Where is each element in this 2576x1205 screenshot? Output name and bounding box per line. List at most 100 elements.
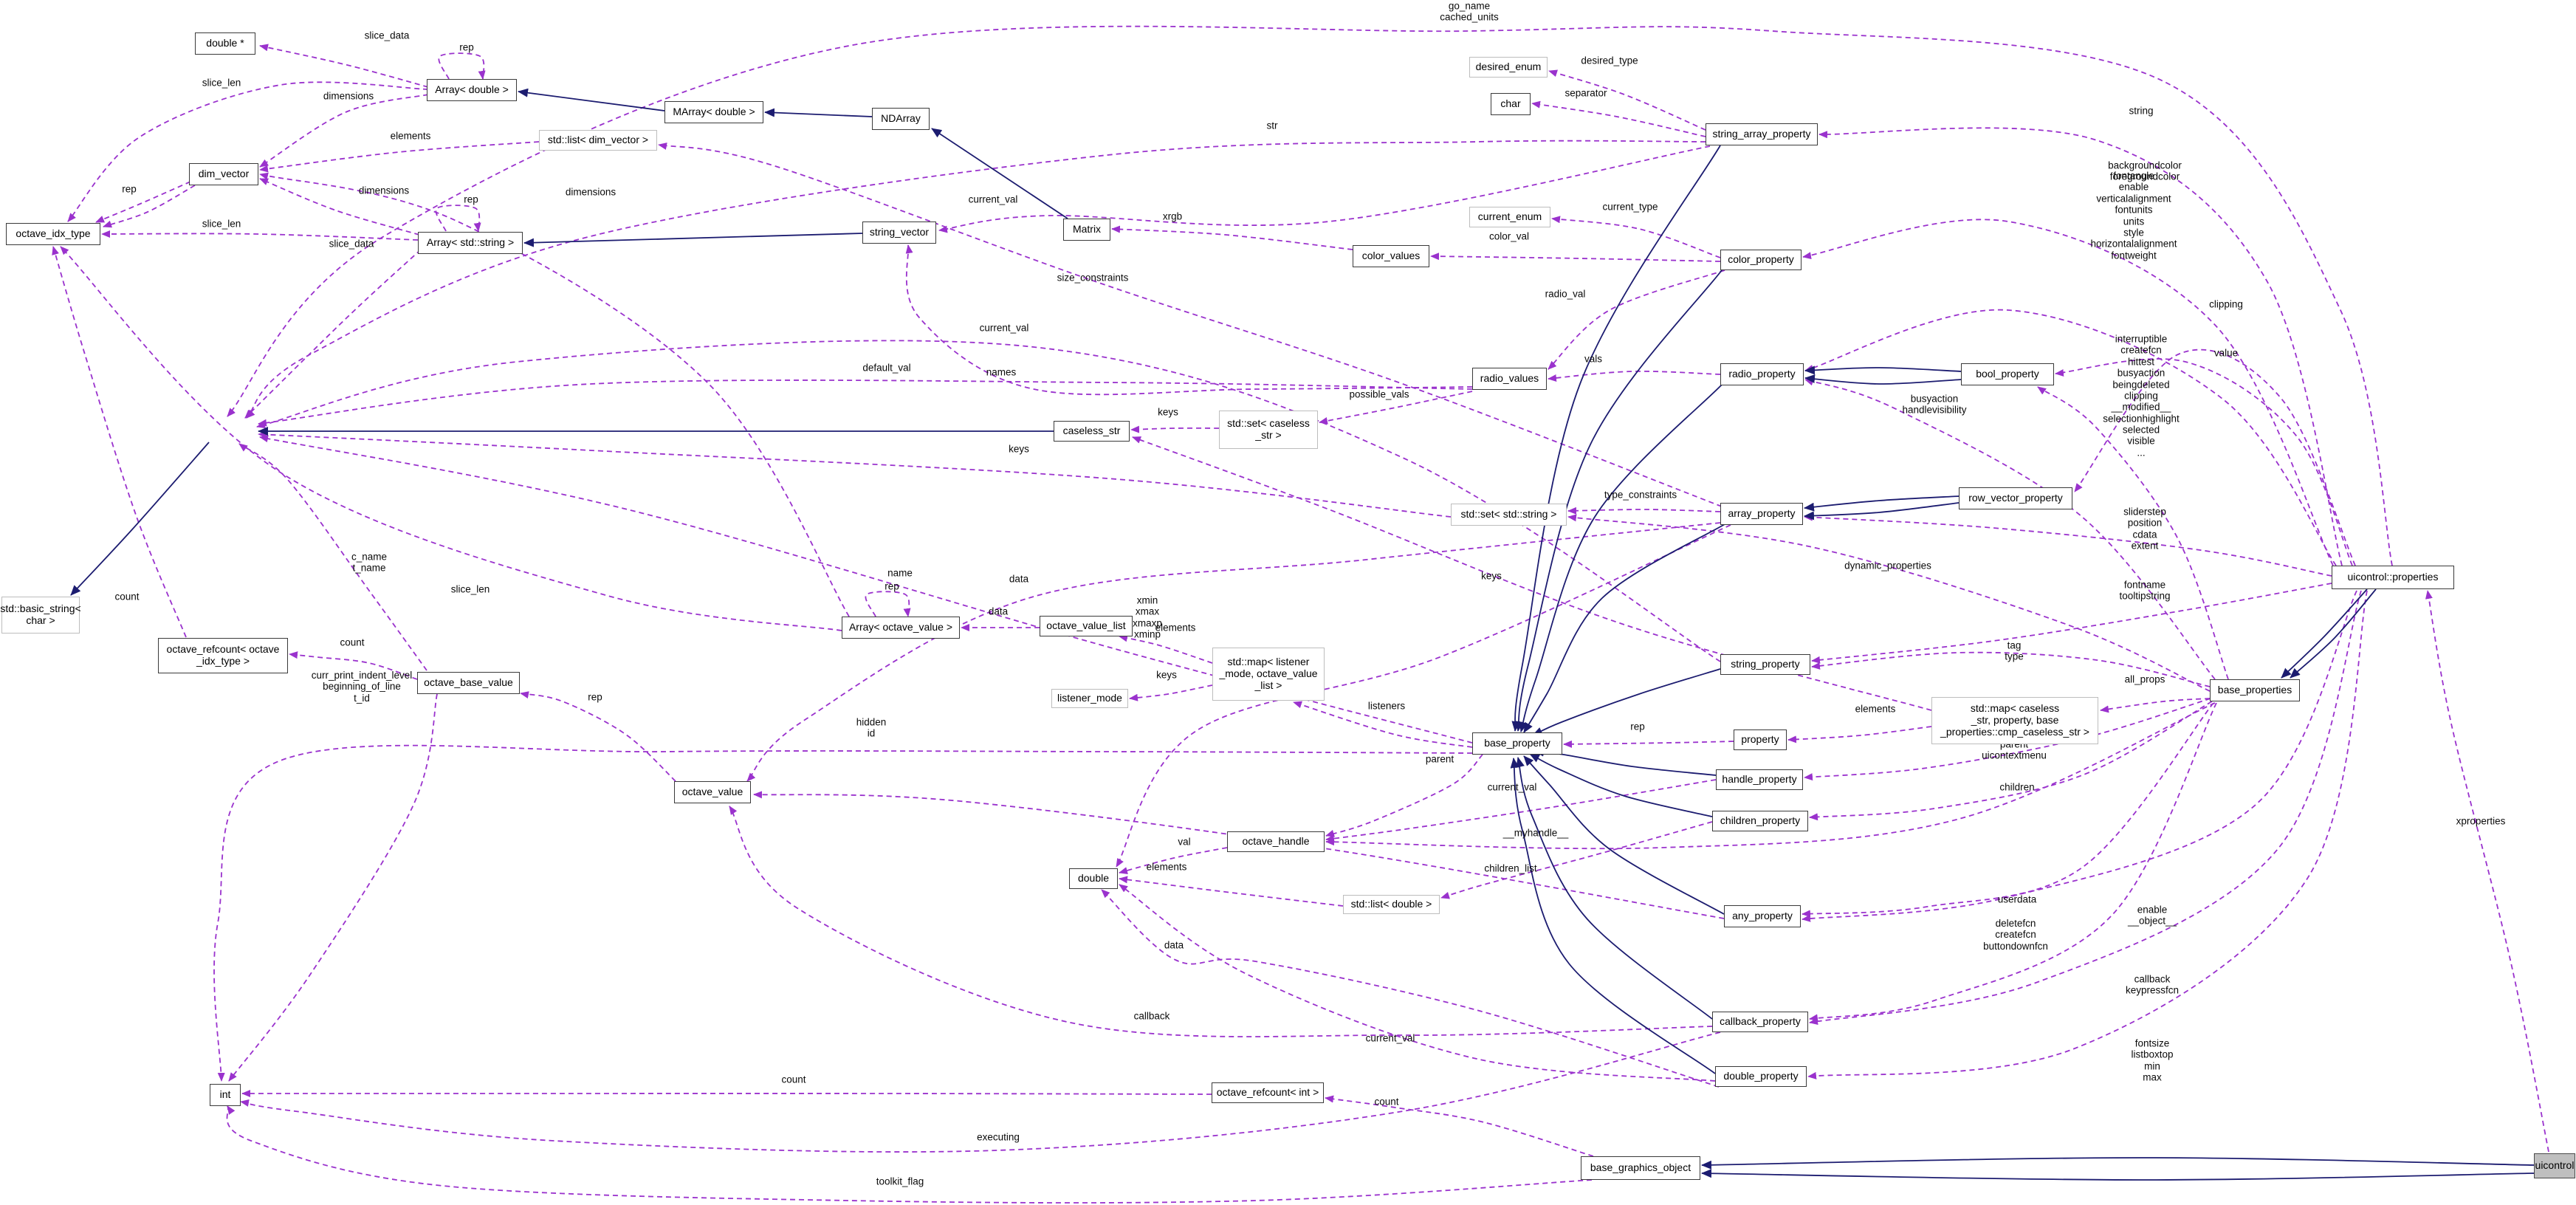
edge-color_property-color_values — [1430, 253, 1721, 262]
node-char[interactable]: char — [1491, 93, 1531, 115]
node-array_string[interactable]: Array< std::string > — [418, 232, 523, 254]
edge-map_caseless-property — [1787, 726, 1932, 744]
node-basic_string[interactable]: std::basic_string< char > — [0, 597, 81, 634]
edge-label-color_property-current_enum: current_type — [1602, 201, 1658, 213]
edge-label-children_property-list_double: children_list — [1484, 862, 1537, 874]
node-current_enum[interactable]: current_enum — [1469, 207, 1550, 227]
node-set_caseless[interactable]: std::set< caseless _str > — [1219, 411, 1318, 449]
node-children_property[interactable]: children_property — [1712, 811, 1808, 831]
edge-label-array_double-octave_idx_type: slice_len — [202, 77, 241, 89]
node-color_property[interactable]: color_property — [1720, 250, 1802, 270]
edge-string_array_property-char — [1531, 100, 1706, 137]
node-row_vector_property[interactable]: row_vector_property — [1959, 487, 2072, 509]
node-callback_property[interactable]: callback_property — [1712, 1012, 1808, 1032]
node-any_property[interactable]: any_property — [1724, 905, 1801, 927]
edge-uicontrol-base_graphics_object — [1701, 1169, 2535, 1181]
edge-ndarray-marray_double — [764, 108, 873, 117]
node-refcount_idx[interactable]: octave_refcount< octave _idx_type > — [158, 638, 288, 673]
node-string_vector[interactable]: string_vector — [862, 222, 936, 244]
node-map_caseless[interactable]: std::map< caseless _str, property, base … — [1931, 697, 2098, 744]
edge-array_property-set_string — [1567, 507, 1721, 515]
edge-label-base_properties-set_string: dynamic_properties — [1844, 560, 1931, 571]
node-dim_vector[interactable]: dim_vector — [189, 163, 258, 185]
node-octave_handle[interactable]: octave_handle — [1227, 831, 1325, 852]
edge-label-set_caseless-caseless_str: keys — [1158, 406, 1178, 418]
node-marray_double[interactable]: MArray< double > — [664, 101, 763, 123]
edge-array_string-std_string — [244, 249, 422, 419]
node-bool_property[interactable]: bool_property — [1961, 363, 2054, 385]
node-matrix[interactable]: Matrix — [1063, 219, 1110, 241]
node-string_property[interactable]: string_property — [1720, 654, 1810, 675]
node-int[interactable]: int — [210, 1084, 241, 1106]
node-handle_property[interactable]: handle_property — [1716, 769, 1803, 790]
node-radio_values[interactable]: radio_values — [1472, 368, 1547, 390]
edge-label-base_properties-string_property: tag type — [2005, 639, 2024, 662]
edge-uicontrol_properties-string_property — [1811, 583, 2332, 664]
node-double_property[interactable]: double_property — [1715, 1066, 1807, 1087]
edge-label-array_property-octave_value: data — [1009, 573, 1029, 585]
edge-label-uicontrol_properties-array_property: sliderstep position cdata extent — [2123, 506, 2166, 552]
edge-label-array_string-octave_idx_type: slice_len — [202, 218, 241, 230]
node-color_values[interactable]: color_values — [1353, 245, 1429, 267]
node-refcount_int[interactable]: octave_refcount< int > — [1212, 1082, 1324, 1103]
edge-label-string_array_property-char: separator — [1565, 87, 1607, 99]
edge-label-refcount_idx-octave_idx_type: count — [114, 591, 140, 602]
edge-array_string-dim_vector — [259, 178, 420, 236]
edge-label-callback_property-int: executing — [977, 1131, 1020, 1143]
edge-std_string-basic_string — [70, 442, 210, 596]
edge-octave_base_value-std_string — [238, 443, 427, 671]
edge-label-map_caseless-caseless_str: keys — [1481, 570, 1502, 582]
edge-label-string_property-std_string: current_val — [979, 322, 1029, 334]
node-uicontrol_properties[interactable]: uicontrol::properties — [2332, 566, 2454, 589]
edge-label-radio_values-std_string: default_val — [862, 362, 911, 374]
node-radio_property[interactable]: radio_property — [1720, 363, 1804, 385]
node-set_string[interactable]: std::set< std::string > — [1451, 504, 1567, 526]
node-caseless_str[interactable]: caseless_str — [1054, 421, 1130, 442]
node-base_properties[interactable]: base_properties — [2210, 679, 2300, 701]
node-base_property[interactable]: base_property — [1472, 732, 1562, 755]
node-array_property[interactable]: array_property — [1720, 503, 1803, 525]
edge-label-uicontrol_properties-string_array_property: string — [2129, 105, 2154, 117]
edge-label-any_property-octave_value: current_val — [1487, 781, 1537, 793]
edge-uicontrol_properties-radio_property — [1804, 309, 2337, 566]
edge-label-property-base_property: rep — [1630, 721, 1645, 732]
edge-string_array_property-base_property — [1511, 145, 1721, 732]
edge-map_listener-listener_mode — [1129, 684, 1213, 701]
node-listener_mode[interactable]: listener_mode — [1051, 689, 1128, 708]
edge-label-base_property-std_string: name — [887, 567, 913, 579]
edge-label-array_string-std_string: slice_data — [329, 238, 374, 250]
node-octave_value_list[interactable]: octave_value_list — [1040, 616, 1133, 636]
node-string_array_property[interactable]: string_array_property — [1706, 123, 1818, 145]
edge-label-octave_handle-double: val — [1178, 836, 1191, 848]
edge-octave_base_value-int — [228, 693, 438, 1082]
node-desired_enum[interactable]: desired_enum — [1469, 57, 1548, 78]
edge-label-array_property-set_string: type_constraints — [1604, 489, 1677, 501]
edge-array_double-dim_vector — [259, 94, 429, 168]
edge-color_property-radio_values — [1548, 270, 1725, 370]
node-map_listener[interactable]: std::map< listener _mode, octave_value _… — [1212, 648, 1325, 701]
edge-label-string_array_property-std_string: str — [1266, 120, 1278, 131]
node-octave_base_value[interactable]: octave_base_value — [417, 672, 520, 694]
node-uicontrol[interactable]: uicontrol — [2534, 1153, 2575, 1178]
node-array_octave_value[interactable]: Array< octave_value > — [842, 617, 960, 639]
edge-property-base_property — [1563, 740, 1734, 748]
node-array_double[interactable]: Array< double > — [427, 79, 517, 101]
node-ndarray[interactable]: NDArray — [872, 108, 930, 130]
node-double_ptr[interactable]: double * — [195, 32, 255, 55]
node-double[interactable]: double — [1069, 868, 1118, 889]
edge-label-base_properties-radio_property: busyaction handlevisibility — [1902, 393, 1967, 416]
node-list_double[interactable]: std::list< double > — [1343, 895, 1440, 914]
node-octave_idx_type[interactable]: octave_idx_type — [6, 223, 100, 245]
edge-list_double-double — [1119, 876, 1344, 907]
edge-matrix-ndarray — [931, 128, 1068, 219]
node-list_dim_vector[interactable]: std::list< dim_vector > — [539, 130, 657, 151]
edge-label-array_double-double_ptr: slice_data — [364, 30, 410, 41]
node-octave_value[interactable]: octave_value — [674, 781, 751, 803]
edge-refcount_idx-octave_idx_type — [52, 246, 187, 638]
node-base_graphics_object[interactable]: base_graphics_object — [1581, 1156, 1700, 1180]
edge-label-string_array_property-desired_enum: desired_type — [1581, 55, 1638, 66]
edge-label-array_string-dim_vector: dimensions — [358, 185, 410, 196]
edge-label-base_properties-octave_handle: __myhandle__ — [1502, 827, 1569, 839]
node-property[interactable]: property — [1734, 729, 1787, 750]
